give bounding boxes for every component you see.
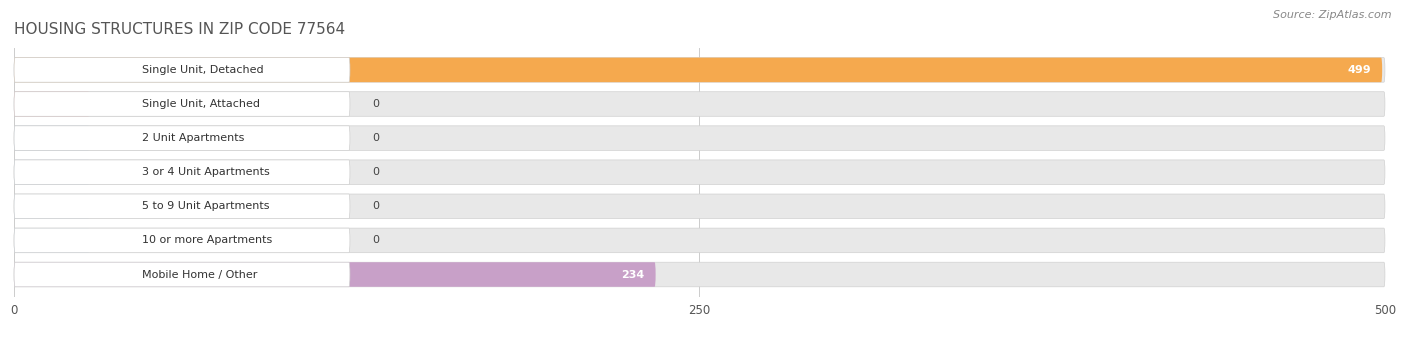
FancyBboxPatch shape bbox=[14, 160, 350, 184]
FancyBboxPatch shape bbox=[14, 160, 90, 184]
Text: 0: 0 bbox=[371, 167, 378, 177]
FancyBboxPatch shape bbox=[14, 262, 655, 287]
Text: Single Unit, Detached: Single Unit, Detached bbox=[142, 65, 263, 75]
Text: HOUSING STRUCTURES IN ZIP CODE 77564: HOUSING STRUCTURES IN ZIP CODE 77564 bbox=[14, 22, 346, 37]
Text: 3 or 4 Unit Apartments: 3 or 4 Unit Apartments bbox=[142, 167, 270, 177]
Text: 234: 234 bbox=[621, 269, 644, 280]
Text: Source: ZipAtlas.com: Source: ZipAtlas.com bbox=[1274, 10, 1392, 20]
FancyBboxPatch shape bbox=[14, 160, 1385, 184]
FancyBboxPatch shape bbox=[14, 92, 1385, 116]
Text: Mobile Home / Other: Mobile Home / Other bbox=[142, 269, 257, 280]
Text: 0: 0 bbox=[371, 201, 378, 211]
FancyBboxPatch shape bbox=[14, 194, 350, 219]
FancyBboxPatch shape bbox=[14, 92, 90, 116]
Text: 5 to 9 Unit Apartments: 5 to 9 Unit Apartments bbox=[142, 201, 269, 211]
FancyBboxPatch shape bbox=[14, 126, 1385, 150]
FancyBboxPatch shape bbox=[14, 58, 1382, 82]
FancyBboxPatch shape bbox=[14, 262, 350, 287]
Text: 2 Unit Apartments: 2 Unit Apartments bbox=[142, 133, 245, 143]
Text: 499: 499 bbox=[1347, 65, 1371, 75]
Text: 0: 0 bbox=[371, 99, 378, 109]
FancyBboxPatch shape bbox=[14, 126, 350, 150]
Text: 0: 0 bbox=[371, 235, 378, 246]
FancyBboxPatch shape bbox=[14, 194, 1385, 219]
FancyBboxPatch shape bbox=[14, 194, 90, 219]
FancyBboxPatch shape bbox=[14, 58, 1385, 82]
FancyBboxPatch shape bbox=[14, 228, 90, 253]
FancyBboxPatch shape bbox=[14, 228, 1385, 253]
Text: 0: 0 bbox=[371, 133, 378, 143]
Text: Single Unit, Attached: Single Unit, Attached bbox=[142, 99, 260, 109]
FancyBboxPatch shape bbox=[14, 262, 1385, 287]
FancyBboxPatch shape bbox=[14, 126, 90, 150]
FancyBboxPatch shape bbox=[14, 58, 350, 82]
FancyBboxPatch shape bbox=[14, 92, 350, 116]
FancyBboxPatch shape bbox=[14, 228, 350, 253]
Text: 10 or more Apartments: 10 or more Apartments bbox=[142, 235, 271, 246]
